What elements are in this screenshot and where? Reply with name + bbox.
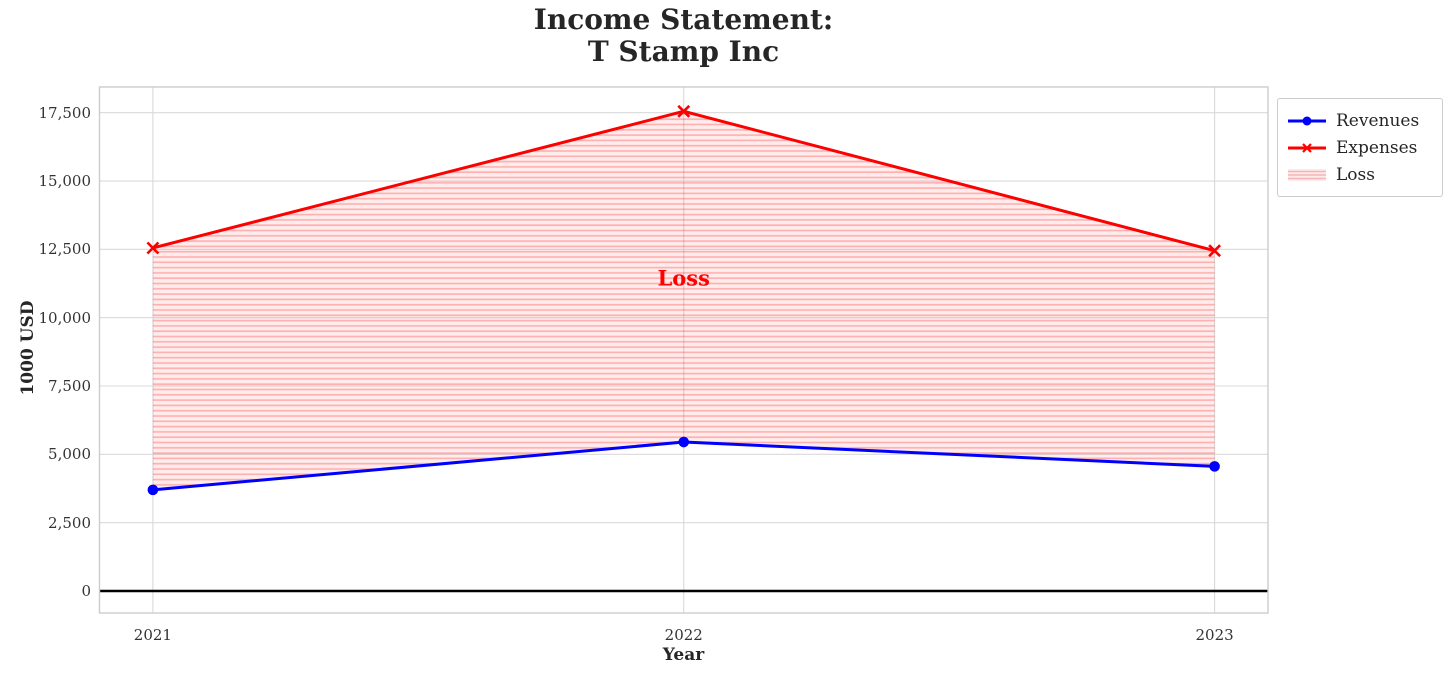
loss-annotation: Loss [657, 265, 710, 291]
y-tick-label: 0 [81, 581, 91, 600]
expenses-marker [1208, 244, 1222, 258]
expenses-marker [146, 241, 160, 255]
revenues-marker [147, 484, 159, 496]
y-tick-label: 15,000 [38, 172, 92, 191]
loss-patch-sample-icon [1288, 168, 1326, 181]
expenses-line-sample-icon [1288, 142, 1326, 153]
y-tick-label: 12,500 [38, 240, 92, 259]
legend-label-revenues: Revenues [1336, 110, 1420, 131]
expenses-marker [677, 104, 691, 118]
legend-label-loss: Loss [1336, 164, 1375, 185]
x-tick-label: 2022 [664, 626, 703, 644]
axes-border [98, 86, 1269, 614]
chart-title-line1: Income Statement: [533, 3, 834, 36]
loss-fill-area [152, 111, 1215, 490]
legend-item-revenues: Revenues [1287, 107, 1432, 134]
x-tick-label: 2023 [1195, 626, 1234, 644]
chart-title-line2: T Stamp Inc [587, 35, 780, 68]
y-tick-label: 5,000 [48, 445, 91, 464]
revenues-line-sample-icon [1288, 116, 1326, 125]
y-tick-label: 7,500 [48, 377, 91, 395]
x-tick-label: 2021 [133, 626, 172, 644]
y-tick-label: 17,500 [38, 103, 92, 122]
revenues-marker [1209, 461, 1220, 472]
y-tick-label: 2,500 [48, 513, 91, 532]
x-axis-label: Year [662, 645, 705, 665]
legend-label-expenses: Expenses [1336, 137, 1418, 158]
legend: Revenues Expenses Loss [1277, 98, 1443, 197]
y-tick-label: 10,000 [38, 308, 92, 327]
legend-item-expenses: Expenses [1287, 134, 1432, 161]
legend-item-loss: Loss [1287, 161, 1432, 188]
chart-title: Income Statement: T Stamp Inc [99, 4, 1268, 68]
revenues-marker [678, 436, 690, 448]
